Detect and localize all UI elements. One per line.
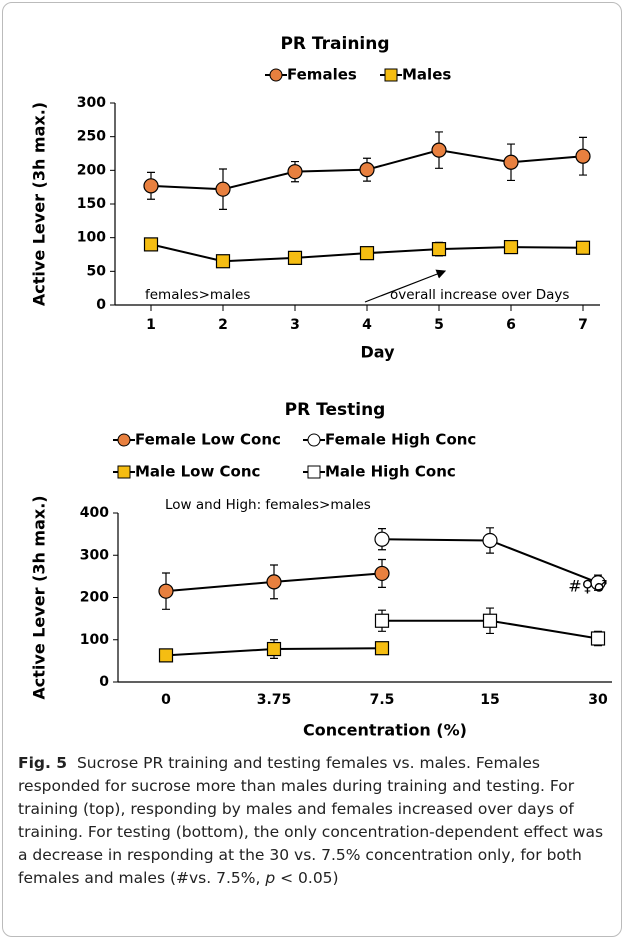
marker [287,164,303,180]
marker [266,641,282,657]
caption: Fig. 5 Sucrose PR training and testing f… [18,752,614,890]
chart-title: PR Training [280,34,389,54]
y-tick-label: 150 [77,196,106,212]
marker [575,240,591,255]
marker [158,648,174,663]
legend-label: Male Low Conc [135,463,260,481]
x-tick-label: 30 [588,692,608,708]
x-tick-label: 3.75 [257,692,292,708]
y-axis-label: Active Lever (3h max.) [30,495,49,699]
marker [374,565,390,582]
annotation: #♀♂ [568,577,607,596]
marker [590,631,606,646]
x-tick-label: 5 [434,317,444,333]
marker [374,641,390,656]
marker [590,575,606,591]
x-tick-label: 6 [506,317,516,333]
marker [374,613,390,628]
y-tick-label: 300 [80,547,109,563]
marker [482,613,498,628]
marker [143,237,159,252]
y-tick-label: 250 [77,129,106,145]
marker [143,178,159,194]
y-tick-label: 100 [80,632,109,648]
marker [158,583,174,599]
legend-marker [307,433,321,447]
legend-marker [269,68,283,82]
y-tick-label: 0 [99,674,109,690]
legend-marker [117,433,131,447]
marker [503,154,519,170]
annotation: females>males [145,287,250,303]
legend-label: Males [402,66,451,84]
caption-italic: p [265,869,276,887]
x-tick-label: 7.5 [370,692,395,708]
legend-label: Female Low Conc [135,431,281,449]
y-tick-label: 200 [77,162,106,178]
y-tick-label: 200 [80,590,109,606]
y-tick-label: 400 [80,505,109,521]
marker [374,531,390,547]
legend-label: Male High Conc [325,463,456,481]
y-tick-label: 50 [87,263,107,279]
y-tick-label: 0 [96,297,106,313]
caption-label: Fig. 5 [18,754,68,772]
x-tick-label: 1 [146,317,156,333]
x-tick-label: 7 [578,317,588,333]
marker [359,246,375,261]
legend-label: Female High Conc [325,431,476,449]
arrow [364,269,447,303]
marker [431,242,447,257]
y-tick-label: 100 [77,230,106,246]
marker [215,181,231,197]
x-tick-label: 15 [480,692,499,708]
annotation: overall increase over Days [390,287,569,303]
y-axis-label: Active Lever (3h max.) [30,102,49,306]
legend-marker [307,465,321,479]
x-tick-label: 0 [161,692,171,708]
marker [575,148,591,164]
marker [431,142,447,158]
marker [266,574,282,590]
x-axis-label: Concentration (%) [303,721,467,740]
x-tick-label: 2 [218,317,228,333]
figure: 1 2 3 4 5 6 7PR Training050100150200250300DayA… [30,34,612,740]
legend-label: Females [287,66,357,84]
legend-marker [384,68,398,82]
x-tick-label: 3 [290,317,300,333]
x-axis-label: Day [360,343,395,362]
chart-title: PR Testing [285,400,386,420]
marker [482,532,498,549]
marker [359,162,375,178]
annotation: Low and High: females>males [165,497,371,513]
y-tick-label: 300 [77,95,106,111]
marker [503,239,519,255]
caption-text: Sucrose PR training and testing females … [18,754,604,887]
legend-marker [117,465,131,479]
caption-tail: < 0.05) [275,869,339,887]
marker [287,250,303,265]
marker [215,254,231,269]
x-tick-label: 4 [362,317,372,333]
